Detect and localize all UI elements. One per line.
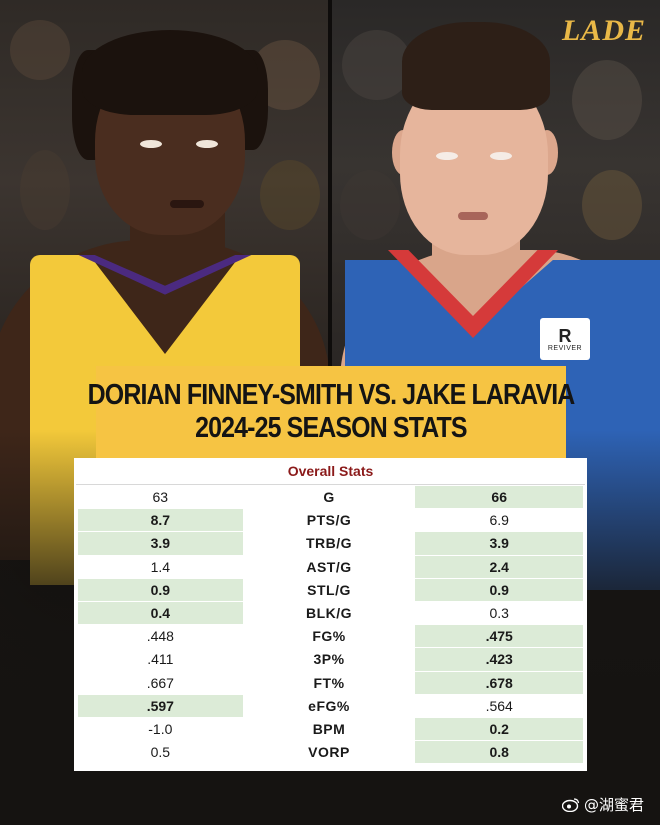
stat-label: BPM (312, 720, 346, 737)
crowd-blob (10, 20, 70, 80)
weibo-icon (561, 798, 580, 812)
table-row: 1.4 AST/G 2.4 (78, 555, 583, 578)
player-left-mouth (170, 200, 204, 208)
stat-value-left: .597 (78, 694, 243, 717)
title-season: 2024-25 SEASON STATS (195, 412, 467, 444)
brand-logo: LADE (561, 14, 646, 47)
stat-value-left: 0.4 (78, 601, 243, 625)
stat-value-left: 8.7 (78, 509, 243, 532)
table-row: 0.5 VORP 0.8 (78, 741, 583, 764)
stat-value-left: .448 (146, 628, 174, 645)
player-left-eye (140, 140, 162, 148)
stat-value-left: 1.4 (150, 558, 171, 575)
stat-label: eFG% (308, 697, 350, 714)
stat-value-left: 3.9 (78, 532, 243, 555)
stat-label: VORP (308, 744, 350, 761)
stats-table: 63 G 66 8.7 PTS/G 6.9 3.9 TRB/G 3.9 1.4 AST/G 2.4 0.… (76, 485, 585, 764)
stat-value-right: 0.9 (415, 578, 583, 601)
crowd-blob (342, 30, 412, 100)
stat-label: TRB/G (305, 535, 353, 552)
stat-value-left: .411 (147, 651, 174, 668)
title-matchup: DORIAN FINNEY-SMITH VS. JAKE LARAVIA (87, 379, 576, 411)
stat-value-right: 66 (415, 486, 583, 509)
stat-value-left: .667 (146, 674, 174, 691)
stats-table-header: Overall Stats (76, 458, 585, 485)
player-right-eye (436, 152, 458, 160)
stat-value-right: .423 (415, 648, 583, 671)
table-row: 3.9 TRB/G 3.9 (78, 532, 583, 555)
stat-label: STL/G (307, 581, 351, 598)
stat-label: FT% (313, 674, 345, 691)
table-row: 0.9 STL/G 0.9 (78, 578, 583, 601)
crowd-blob (572, 60, 642, 140)
stat-value-right: 2.4 (415, 555, 583, 578)
watermark: @湖蜜君 (561, 794, 644, 815)
stat-value-left: 0.9 (78, 578, 243, 601)
stat-label: 3P% (313, 651, 345, 668)
stat-label: AST/G (306, 558, 352, 575)
sponsor-text: REVIVER (547, 344, 583, 352)
stat-value-right: 0.8 (415, 741, 583, 764)
stat-label: PTS/G (306, 512, 352, 529)
table-row: 0.4 BLK/G 0.3 (78, 601, 583, 625)
stats-table-body: 63 G 66 8.7 PTS/G 6.9 3.9 TRB/G 3.9 1.4 AST/G 2.4 0.… (78, 486, 583, 764)
crowd-blob (582, 170, 642, 240)
watermark-text: @湖蜜君 (583, 796, 644, 814)
stat-label: BLK/G (305, 605, 353, 622)
table-row: .448 FG% .475 (78, 625, 583, 648)
stat-value-right: .678 (415, 671, 583, 694)
stat-value-left: -1.0 (148, 720, 173, 737)
stat-label: G (323, 489, 335, 506)
player-left-hair (82, 30, 258, 115)
table-row: 8.7 PTS/G 6.9 (78, 509, 583, 532)
stat-value-right: .564 (485, 697, 513, 714)
player-right-eye (490, 152, 512, 160)
table-row: 63 G 66 (78, 486, 583, 509)
jersey-sponsor-patch: R REVIVER (540, 318, 590, 360)
sponsor-letter: R (558, 325, 572, 346)
stat-value-right: 3.9 (415, 532, 583, 555)
stat-value-left: 0.5 (150, 744, 171, 761)
stat-label: FG% (312, 628, 346, 645)
table-row: .411 3P% .423 (78, 648, 583, 671)
player-right-hair (402, 22, 550, 110)
table-row: .597 eFG% .564 (78, 694, 583, 717)
stat-value-left: 63 (152, 489, 169, 506)
stat-value-right: 6.9 (489, 512, 509, 529)
stat-value-right: 0.3 (489, 605, 509, 622)
crowd-blob (340, 170, 400, 240)
table-row: -1.0 BPM 0.2 (78, 717, 583, 741)
table-row: .667 FT% .678 (78, 671, 583, 694)
stats-table-card: Overall Stats 63 G 66 8.7 PTS/G 6.9 3.9 TRB/G 3.… (74, 458, 587, 771)
stat-value-right: .475 (415, 625, 583, 648)
player-right-mouth (458, 212, 488, 220)
crowd-blob (260, 160, 320, 230)
title-banner: DORIAN FINNEY-SMITH VS. JAKE LARAVIA 202… (88, 366, 575, 458)
player-left-eye (196, 140, 218, 148)
stat-value-right: 0.2 (415, 717, 583, 741)
crowd-blob (20, 150, 70, 230)
